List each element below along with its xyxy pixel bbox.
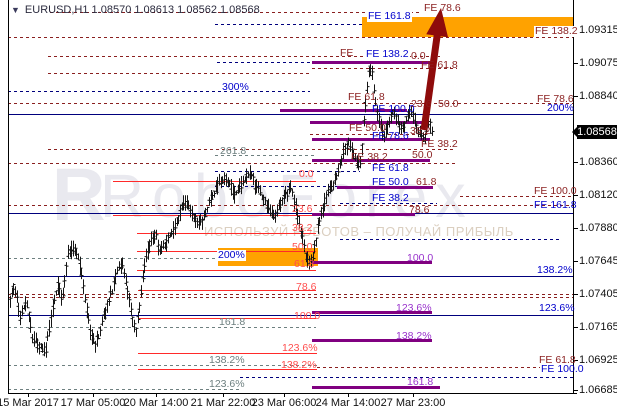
current-price-badge: 1.08568 [572,125,617,139]
fib-label: 61.8 [416,176,437,188]
price-axis-label: 1.09075 [579,57,617,69]
fib-label: 38.2 [292,222,313,234]
fib-label: 138.2% [537,264,573,276]
fib-label: FE 78.6 [372,130,409,142]
fib-label: FE [340,47,354,59]
fib-label: 100.0 [294,310,321,322]
watermark-tagline: ИСПОЛЬЗУЙ РОБОТОВ – ПОЛУЧАЙ ПРИБЫЛЬ [204,224,514,239]
time-axis-label: 17 Mar 05:00 [60,397,126,409]
fib-label: 123.6% [396,302,432,314]
fib-label: 78.6 [296,281,317,293]
price-axis-label: 1.07165 [579,321,617,333]
fib-label: FE 138.2 [534,25,579,37]
fib-label: 161.8 [407,376,434,388]
fib-label: 0.0 [299,168,314,180]
fib-label: 200% [547,102,574,114]
fib-label: 261.8 [220,145,247,157]
fib-label: FE 78.6 [424,2,461,14]
fib-label: 138.2% [281,359,317,371]
fib-label: 38.2 [410,125,431,137]
fib-label: 200% [217,249,246,261]
fib-label: 50.0 [438,98,459,110]
symbol-ohlc-text: EURUSD,H1 1.08570 1.08613 1.08562 1.0856… [24,4,260,16]
fib-label: FE 78.6 [537,93,574,105]
fib-label: FE 161.8 [534,199,577,211]
time-axis-label: 23 Mar 06:00 [251,397,317,409]
ohlc-bars [8,64,435,358]
fib-label: FE 38.2 [351,151,388,163]
fib-label: FE 61.8 [421,59,458,71]
price-axis-label: 1.08840 [579,90,617,102]
fib-label: 50.0 [292,241,313,253]
fib-label: FE 50.0 [372,176,409,188]
collapse-ohlc-icon[interactable]: ▼ [11,5,20,15]
fib-label: 123.6% [209,378,245,390]
fib-label: 23.6 [292,203,313,215]
fib-label: FE 100.0 [534,185,577,197]
fib-label: 161.8 [219,316,246,328]
chart-title: ▼ EURUSD,H1 1.08570 1.08613 1.08562 1.085… [11,4,260,16]
trend-arrow [420,29,442,131]
fib-label: 123.6% [539,302,575,314]
price-axis-label: 1.06925 [579,354,617,366]
price-axis-label: 1.09315 [579,24,617,36]
price-axis-label: 1.07645 [579,255,617,267]
fib-label: 23.6 [411,98,432,110]
price-axis-label: 1.07880 [579,222,617,234]
fib-label: FE 61.8 [539,354,576,366]
fib-label: FE 50.0 [349,122,386,134]
price-axis-label: 1.06685 [579,384,617,396]
price-axis-label: 1.07405 [579,288,617,300]
time-axis-label: 27 Mar 23:00 [380,397,446,409]
time-axis-label: 15 Mar 2017 [0,397,59,409]
roboforex-logo-icon: R [52,153,106,236]
fib-label: 123.6% [282,342,318,354]
fib-label: 0.0 [411,50,426,62]
fib-label: FE 100.0 [541,363,584,375]
fib-label: 50.0 [412,149,433,161]
fib-label: FE 161.8 [367,10,412,22]
time-axis-label: 21 Mar 22:00 [190,397,256,409]
fib-label: 138.2% [396,330,432,342]
fib-label: FE 38.2 [421,138,458,150]
fib-label: FE 38.2 [372,192,409,204]
fib-label: FE 138.2 [365,48,410,60]
fib-label: FE 61.8 [372,162,409,174]
time-axis-label: 24 Mar 14:00 [315,397,381,409]
price-axis-label: 1.08120 [579,189,617,201]
price-axis-label: 1.08360 [579,156,617,168]
time-axis-label: 20 Mar 14:00 [123,397,189,409]
fib-label: 300% [222,81,249,93]
fib-label: 138.2% [209,354,245,366]
fib-label: 78.6 [409,204,430,216]
fib-label: FE 61.8 [348,91,385,103]
fib-label: FE 100.0 [372,103,415,115]
fib-label: 61.8 [294,258,315,270]
fib-label: 100.0 [407,252,434,264]
